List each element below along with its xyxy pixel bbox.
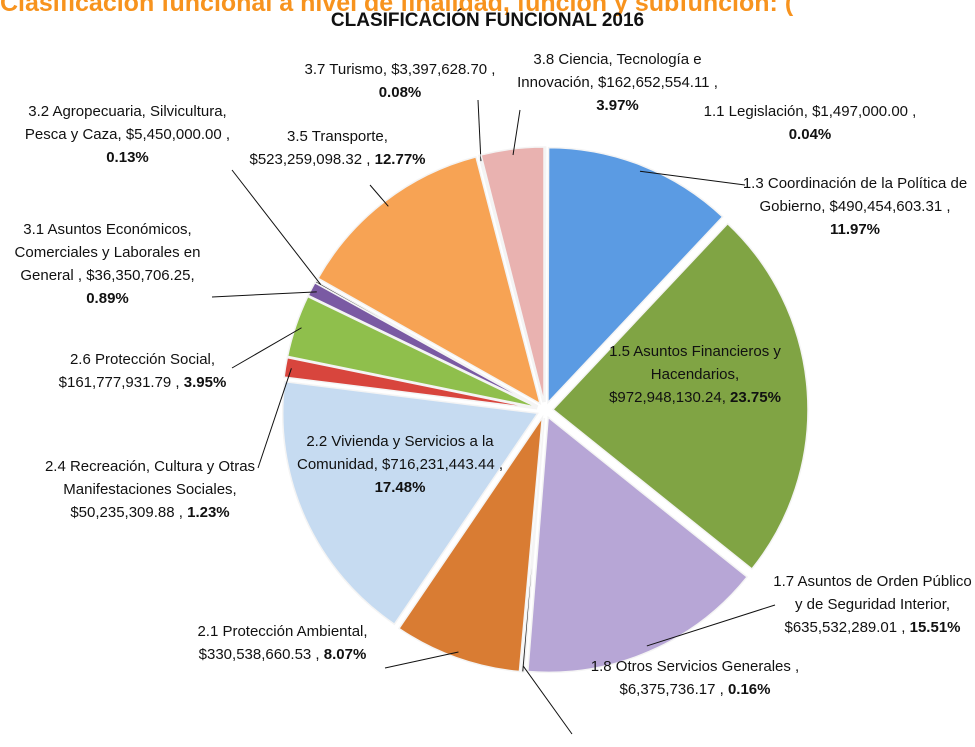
label-percent: 8.07% — [323, 646, 367, 663]
slice-label: 1.5 Asuntos Financieros y Hacendarios, $… — [600, 340, 790, 409]
slice-label: 3.2 Agropecuaria, Silvicultura, Pesca y … — [20, 100, 235, 169]
leader-line — [522, 665, 573, 735]
pie-slice — [313, 279, 539, 407]
slice-label: 1.1 Legislación, $1,497,000.00 , 0.04% — [700, 100, 920, 146]
heading: Clasificación funcional a nivel de final… — [0, 0, 794, 17]
label-name: 1.5 Asuntos Financieros y Hacendarios, — [609, 343, 781, 383]
label-percent: 0.89% — [86, 290, 129, 307]
label-amount: $161,777,931.79 , — [58, 374, 180, 391]
label-percent: 12.77% — [374, 151, 426, 168]
label-percent: 11.97% — [829, 221, 881, 238]
pie-slice — [477, 154, 544, 403]
slice-label: 3.8 Ciencia, Tecnología e Innovación, $1… — [510, 48, 725, 117]
label-percent: 0.16% — [727, 681, 771, 698]
slice-label: 1.8 Otros Servicios Generales , $6,375,7… — [580, 655, 810, 701]
label-percent: 15.51% — [909, 619, 961, 636]
chart-title: CLASIFICACIÓN FUNCIONAL 2016 — [330, 10, 645, 31]
pie-slice — [547, 146, 724, 405]
label-percent: 0.13% — [106, 149, 149, 166]
label-percent: 0.08% — [378, 84, 422, 101]
label-amount: $6,375,736.17 , — [619, 681, 724, 698]
label-amount: $36,350,706.25, — [86, 267, 195, 284]
leader-line — [369, 184, 389, 207]
label-name: 3.5 Transporte, — [287, 128, 388, 145]
label-amount: $1,497,000.00 , — [812, 103, 917, 120]
leader-line — [646, 604, 776, 647]
leader-line — [477, 99, 482, 162]
label-name: 3.7 Turismo, — [304, 61, 388, 78]
leader-line — [231, 169, 322, 285]
label-amount: $50,235,309.88 , — [70, 504, 183, 521]
label-percent: 17.48% — [374, 479, 426, 496]
slice-label: 3.1 Asuntos Económicos, Comerciales y La… — [0, 218, 215, 310]
slice-label: 1.7 Asuntos de Orden Público y de Seguri… — [770, 570, 975, 639]
slice-label: 2.6 Protección Social, $161,777,931.79 ,… — [40, 348, 245, 394]
label-name: 1.7 Asuntos de Orden Público y de Seguri… — [773, 573, 972, 613]
slice-label: 2.4 Recreación, Cultura y Otras Manifest… — [40, 455, 260, 524]
pie-slice — [286, 295, 538, 409]
slice-label: 2.1 Protección Ambiental, $330,538,660.5… — [180, 620, 385, 666]
label-amount: $716,231,443.44 , — [382, 456, 503, 473]
label-percent: 0.04% — [788, 126, 832, 143]
label-amount: $635,532,289.01 , — [784, 619, 906, 636]
pie-slice — [282, 380, 540, 626]
label-name: 1.1 Legislación, — [703, 103, 808, 120]
pie-slice — [480, 146, 545, 403]
label-amount: $5,450,000.00 , — [125, 126, 231, 143]
label-percent: 3.97% — [596, 97, 639, 114]
pie-slice — [397, 414, 544, 673]
label-name: 3.1 Asuntos Económicos, Comerciales y La… — [14, 221, 201, 284]
label-percent: 3.95% — [183, 374, 227, 391]
label-percent: 1.23% — [187, 504, 230, 521]
label-amount: $972,948,130.24, — [609, 389, 726, 406]
label-amount: $523,259,098.32 , — [249, 151, 371, 168]
leader-line — [639, 170, 746, 186]
pie-slice — [544, 146, 547, 403]
label-name: 3.8 Ciencia, Tecnología e Innovación, — [517, 51, 702, 91]
label-amount: $490,454,603.31 , — [829, 198, 951, 215]
pie-slice — [551, 222, 809, 571]
label-amount: $3,397,628.70 , — [391, 61, 496, 78]
slice-label: 1.3 Coordinación de la Política de Gobie… — [735, 172, 975, 241]
label-name: 1.3 Coordinación de la Política de Gobie… — [742, 175, 968, 215]
label-name: 3.2 Agropecuaria, Silvicultura, Pesca y … — [24, 103, 227, 143]
label-name: 1.8 Otros Servicios Generales , — [590, 658, 800, 675]
leader-line — [512, 109, 521, 156]
pie-slice — [520, 417, 546, 673]
slice-label: 3.5 Transporte, $523,259,098.32 , 12.77% — [245, 125, 430, 171]
label-name: 2.2 Vivienda y Servicios a la Comunidad, — [296, 433, 494, 473]
leader-line — [231, 327, 302, 369]
label-name: 2.1 Protección Ambiental, — [197, 623, 368, 640]
leader-line — [384, 651, 459, 669]
label-name: 2.4 Recreación, Cultura y Otras Manifest… — [44, 458, 256, 498]
label-amount: $330,538,660.53 , — [198, 646, 320, 663]
pie-slice — [283, 356, 538, 410]
leader-line — [257, 368, 292, 469]
leader-line — [211, 291, 317, 298]
label-amount: $162,652,554.11 , — [598, 74, 718, 91]
slice-label: 3.7 Turismo, $3,397,628.70 , 0.08% — [300, 58, 500, 104]
pie-slice — [527, 415, 749, 674]
label-name: 2.6 Protección Social, — [69, 351, 216, 368]
label-percent: 23.75% — [730, 389, 781, 406]
slice-label: 2.2 Vivienda y Servicios a la Comunidad,… — [290, 430, 510, 499]
